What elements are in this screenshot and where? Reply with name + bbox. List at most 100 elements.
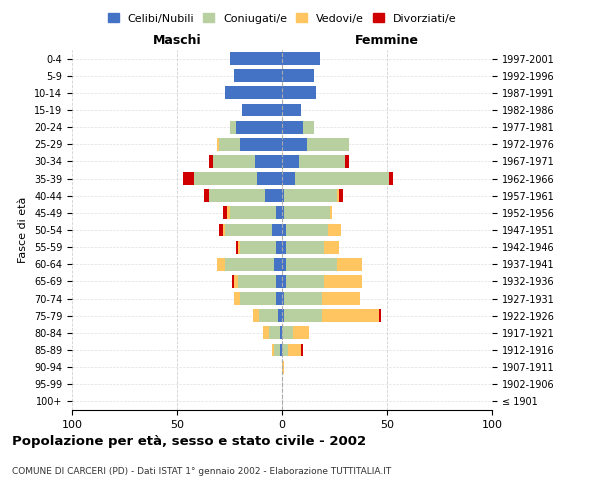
Bar <box>282 292 284 305</box>
Bar <box>242 104 282 117</box>
Bar <box>282 104 301 117</box>
Bar <box>226 224 271 236</box>
Bar <box>379 310 381 322</box>
Bar <box>282 155 299 168</box>
Bar <box>238 275 276 288</box>
Bar <box>240 240 276 254</box>
Bar <box>278 310 282 322</box>
Bar <box>286 240 324 254</box>
Bar <box>282 52 320 65</box>
Bar <box>227 206 229 220</box>
Bar <box>324 275 362 288</box>
Bar <box>324 240 338 254</box>
Bar <box>282 326 293 340</box>
Bar <box>284 292 322 305</box>
Bar <box>226 258 274 270</box>
Bar <box>280 344 282 356</box>
Bar <box>282 224 286 236</box>
Bar <box>232 275 234 288</box>
Bar <box>217 258 226 270</box>
Bar <box>282 86 316 100</box>
Bar <box>212 155 254 168</box>
Bar <box>271 224 282 236</box>
Bar <box>328 224 341 236</box>
Bar <box>240 292 276 305</box>
Text: COMUNE DI CARCERI (PD) - Dati ISTAT 1° gennaio 2002 - Elaborazione TUTTITALIA.IT: COMUNE DI CARCERI (PD) - Dati ISTAT 1° g… <box>12 468 391 476</box>
Bar <box>219 224 223 236</box>
Bar <box>282 240 286 254</box>
Bar <box>236 120 282 134</box>
Bar <box>286 275 324 288</box>
Text: Popolazione per età, sesso e stato civile - 2002: Popolazione per età, sesso e stato civil… <box>12 435 366 448</box>
Bar <box>204 190 209 202</box>
Bar <box>229 52 282 65</box>
Bar <box>282 360 284 374</box>
Bar <box>284 206 331 220</box>
Bar <box>337 258 362 270</box>
Bar <box>282 206 284 220</box>
Bar <box>307 138 349 150</box>
Bar <box>236 240 238 254</box>
Bar <box>280 326 282 340</box>
Bar <box>389 172 394 185</box>
Bar <box>223 206 227 220</box>
Text: Maschi: Maschi <box>152 34 202 48</box>
Bar <box>276 206 282 220</box>
Bar <box>284 190 337 202</box>
Bar <box>301 344 303 356</box>
Legend: Celibi/Nubili, Coniugati/e, Vedovi/e, Divorziati/e: Celibi/Nubili, Coniugati/e, Vedovi/e, Di… <box>103 9 461 28</box>
Bar <box>226 86 282 100</box>
Bar <box>194 172 257 185</box>
Bar <box>238 240 240 254</box>
Bar <box>257 172 282 185</box>
Bar <box>293 326 310 340</box>
Bar <box>289 344 301 356</box>
Bar <box>271 344 274 356</box>
Bar <box>234 275 238 288</box>
Bar <box>219 138 240 150</box>
Bar <box>184 172 194 185</box>
Bar <box>269 326 280 340</box>
Bar <box>282 120 303 134</box>
Bar <box>322 292 360 305</box>
Bar <box>265 190 282 202</box>
Bar <box>263 326 269 340</box>
Bar <box>286 224 328 236</box>
Bar <box>282 138 307 150</box>
Bar <box>284 310 322 322</box>
Bar <box>209 155 213 168</box>
Bar <box>282 344 289 356</box>
Bar <box>229 120 236 134</box>
Bar <box>254 155 282 168</box>
Bar <box>234 292 240 305</box>
Bar <box>338 190 343 202</box>
Bar <box>209 190 265 202</box>
Bar <box>282 172 295 185</box>
Bar <box>322 310 379 322</box>
Bar <box>234 70 282 82</box>
Bar <box>276 240 282 254</box>
Bar <box>259 310 278 322</box>
Bar <box>282 275 286 288</box>
Bar <box>299 155 345 168</box>
Bar <box>282 190 284 202</box>
Bar <box>337 190 339 202</box>
Bar <box>217 138 219 150</box>
Bar <box>229 206 276 220</box>
Bar <box>303 120 314 134</box>
Bar <box>240 138 282 150</box>
Bar <box>274 344 280 356</box>
Bar <box>276 275 282 288</box>
Bar <box>331 206 332 220</box>
Y-axis label: Fasce di età: Fasce di età <box>19 197 28 263</box>
Bar <box>345 155 349 168</box>
Bar <box>282 310 284 322</box>
Bar <box>295 172 389 185</box>
Bar <box>276 292 282 305</box>
Bar <box>223 224 226 236</box>
Bar <box>282 70 314 82</box>
Bar <box>274 258 282 270</box>
Bar <box>253 310 259 322</box>
Text: Femmine: Femmine <box>355 34 419 48</box>
Bar <box>282 258 286 270</box>
